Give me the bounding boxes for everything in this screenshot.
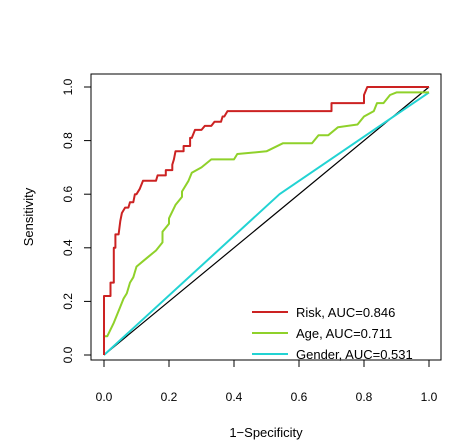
series-line-age [103, 91, 429, 355]
y-tick-label: 0.0 [61, 346, 75, 363]
series-layer [103, 86, 430, 356]
legend-label-gender: Gender, AUC=0.531 [296, 347, 413, 362]
x-tick-label: 0.6 [291, 390, 308, 404]
legend: Risk, AUC=0.846 Age, AUC=0.711 Gender, AUC… [252, 305, 413, 362]
y-axis-title: Sensitivity [21, 187, 36, 246]
y-axis: 0.0 0.2 0.4 0.6 0.8 1.0 [61, 78, 92, 363]
y-tick-label: 0.8 [61, 132, 75, 149]
series-line-gender [103, 91, 430, 356]
x-axis: 0.0 0.2 0.4 0.6 0.8 1.0 [96, 359, 438, 404]
x-tick-label: 0.4 [226, 390, 243, 404]
x-tick-label: 0.2 [161, 390, 178, 404]
y-tick-label: 1.0 [61, 78, 75, 95]
y-tick-label: 0.2 [61, 293, 75, 310]
series-line-risk [103, 86, 429, 355]
legend-label-age: Age, AUC=0.711 [296, 326, 392, 341]
y-tick-label: 0.4 [61, 239, 75, 256]
x-tick-label: 0.8 [356, 390, 373, 404]
reference-diagonal-line [103, 86, 430, 356]
legend-label-risk: Risk, AUC=0.846 [296, 305, 395, 320]
x-tick-label: 1.0 [421, 390, 438, 404]
x-tick-label: 0.0 [96, 390, 113, 404]
x-axis-title: 1−Specificity [229, 425, 303, 440]
reference-layer [103, 86, 430, 356]
y-tick-label: 0.6 [61, 186, 75, 203]
